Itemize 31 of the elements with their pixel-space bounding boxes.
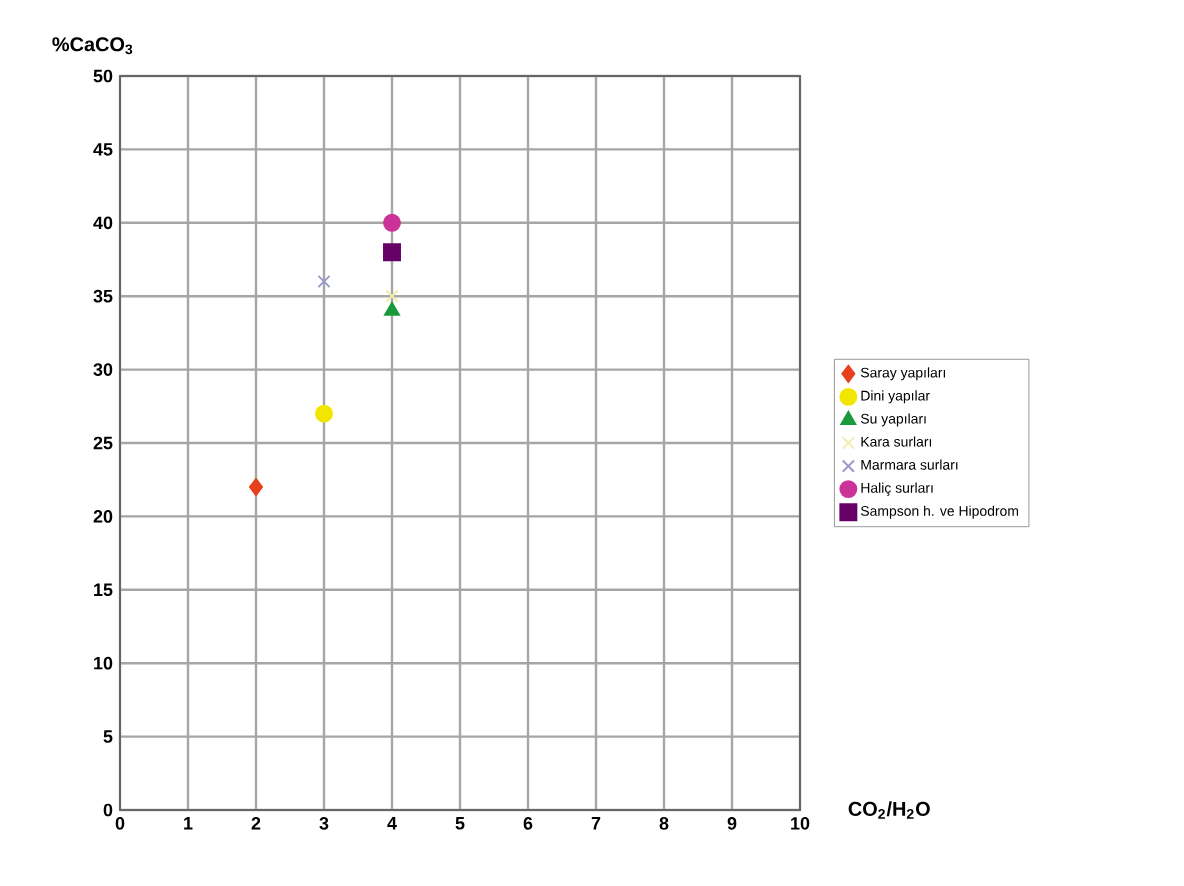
x-tick-label: 1 [184,817,193,830]
x-axis-title: CO$_{2}$/H$_{2}$O [848,801,930,819]
point [249,478,263,497]
x-tick-label: 5 [455,817,465,830]
point [383,213,401,232]
x-tick-label: 0 [115,817,125,830]
x-tick-label: 10 [791,817,810,830]
x-tick-label: 6 [523,817,533,830]
y-tick-label: 0 [103,803,113,817]
y-tick-label: 25 [93,436,113,450]
y-tick-label: 35 [93,289,113,303]
y-tick-label: 5 [103,730,113,743]
y-tick-label: 45 [93,143,113,156]
point [383,243,401,262]
y-axis-title: %CaCO$_{3}$ [52,37,133,55]
y-tick-label: 15 [94,583,113,597]
point [384,301,400,316]
x-tick-label: 2 [251,817,261,830]
y-tick-label: 40 [93,216,113,230]
point [315,404,333,423]
x-tick-label: 9 [727,817,737,830]
y-tick-label: 20 [93,510,113,523]
x-tick-label: 7 [591,817,601,830]
y-tick-label: 10 [94,656,113,670]
x-tick-label: 8 [659,817,669,830]
x-tick-label: 3 [319,817,329,830]
y-tick-label: 30 [93,363,113,376]
y-tick-label: 50 [93,69,113,83]
x-tick-label: 4 [387,817,397,830]
point [385,289,399,303]
point [317,274,331,289]
